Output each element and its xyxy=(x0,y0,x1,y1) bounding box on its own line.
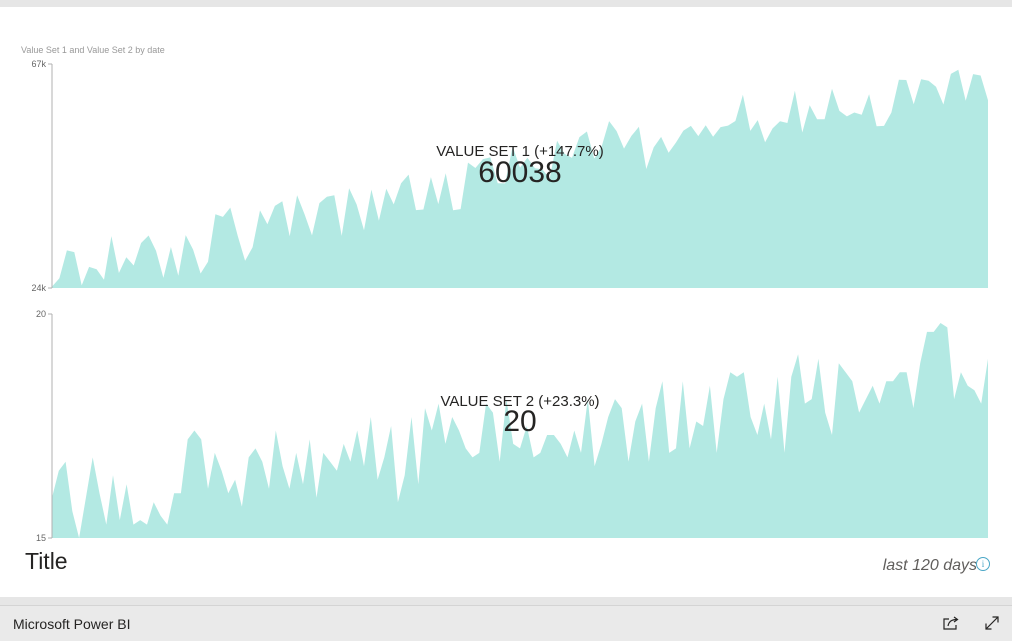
visual-canvas: Value Set 1 and Value Set 2 by date 67k 2… xyxy=(0,7,1012,597)
footer-bar: Microsoft Power BI xyxy=(0,605,1012,641)
y-tick-label-max-1: 67k xyxy=(31,59,46,69)
share-icon xyxy=(943,616,959,630)
brand-label: Microsoft Power BI xyxy=(13,616,131,632)
card-title: Title xyxy=(25,548,68,574)
kpi-label-1: VALUE SET 1 (+147.7%) xyxy=(436,143,603,160)
y-tick-label-max-2: 20 xyxy=(36,309,46,319)
y-tick-label-min-2: 15 xyxy=(36,533,46,543)
chart-title: Value Set 1 and Value Set 2 by date xyxy=(21,45,165,55)
kpi-value-2: 20 xyxy=(503,405,536,438)
period-label: last 120 days xyxy=(882,557,977,574)
y-tick-label-min-1: 24k xyxy=(31,283,46,293)
area-series-1 xyxy=(52,69,988,288)
fullscreen-button[interactable] xyxy=(980,612,1004,634)
area-chart: Value Set 1 and Value Set 2 by date 67k 2… xyxy=(21,45,988,543)
info-icon[interactable]: i xyxy=(976,557,990,571)
fullscreen-icon xyxy=(985,616,999,630)
kpi-value-1: 60038 xyxy=(478,156,561,189)
share-button[interactable] xyxy=(939,612,963,634)
area-series-2 xyxy=(52,323,988,538)
kpi-label-2: VALUE SET 2 (+23.3%) xyxy=(440,393,599,410)
